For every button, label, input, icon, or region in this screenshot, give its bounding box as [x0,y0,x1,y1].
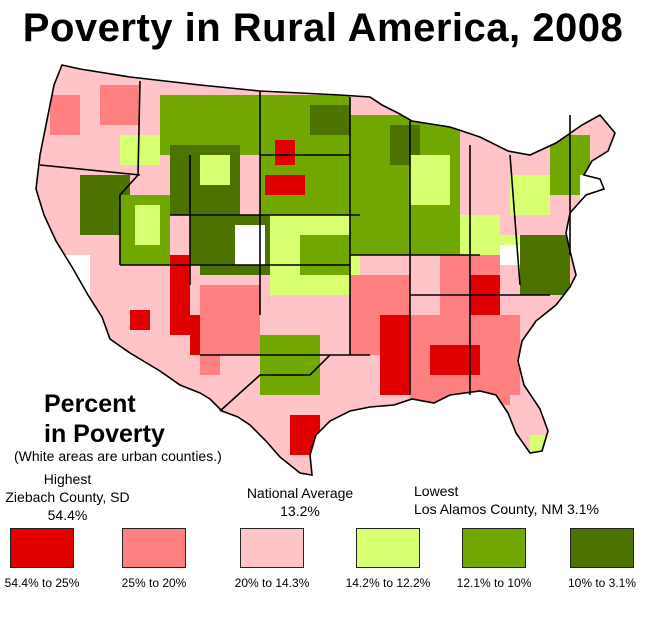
legend-swatch-1 [10,528,74,568]
legend-range-label: 10% to 3.1% [567,576,637,590]
legend-range-label: 54.4% to 25% [4,576,80,590]
legend-range-label: 20% to 14.3% [234,576,310,590]
highest-value: 54.4% [47,507,88,523]
legend-swatch-2 [122,528,186,568]
legend-heading: Percent in Poverty [44,389,194,449]
lowest-label: Lowest [414,483,459,499]
legend-swatch-6 [570,528,634,568]
us-county-poverty-map [35,64,616,476]
national-value: 13.2% [280,503,320,519]
legend-heading-line2: in Poverty [44,420,165,448]
state-borders [35,64,616,476]
map-title: Poverty in Rural America, 2008 [22,6,624,50]
highest-label-block: Highest Ziebach County, SD 54.4% [0,470,135,524]
lowest-label-block: Lowest Los Alamos County, NM 3.1% [414,482,599,518]
highest-label: Highest [43,471,92,487]
national-label: National Average [246,485,354,501]
legend-range-label: 12.1% to 10% [456,576,532,590]
legend-range-label: 14.2% to 12.2% [345,576,431,590]
legend-note: (White areas are urban counties.) [14,448,222,464]
legend-range-label: 25% to 20% [121,576,187,590]
legend-heading-line1: Percent [44,390,136,418]
legend-swatch-5 [462,528,526,568]
legend-swatch-4 [356,528,420,568]
lowest-place-value: Los Alamos County, NM 3.1% [414,501,599,517]
legend-swatch-3 [240,528,304,568]
highest-place: Ziebach County, SD [5,489,130,505]
national-average-block: National Average 13.2% [235,484,365,520]
